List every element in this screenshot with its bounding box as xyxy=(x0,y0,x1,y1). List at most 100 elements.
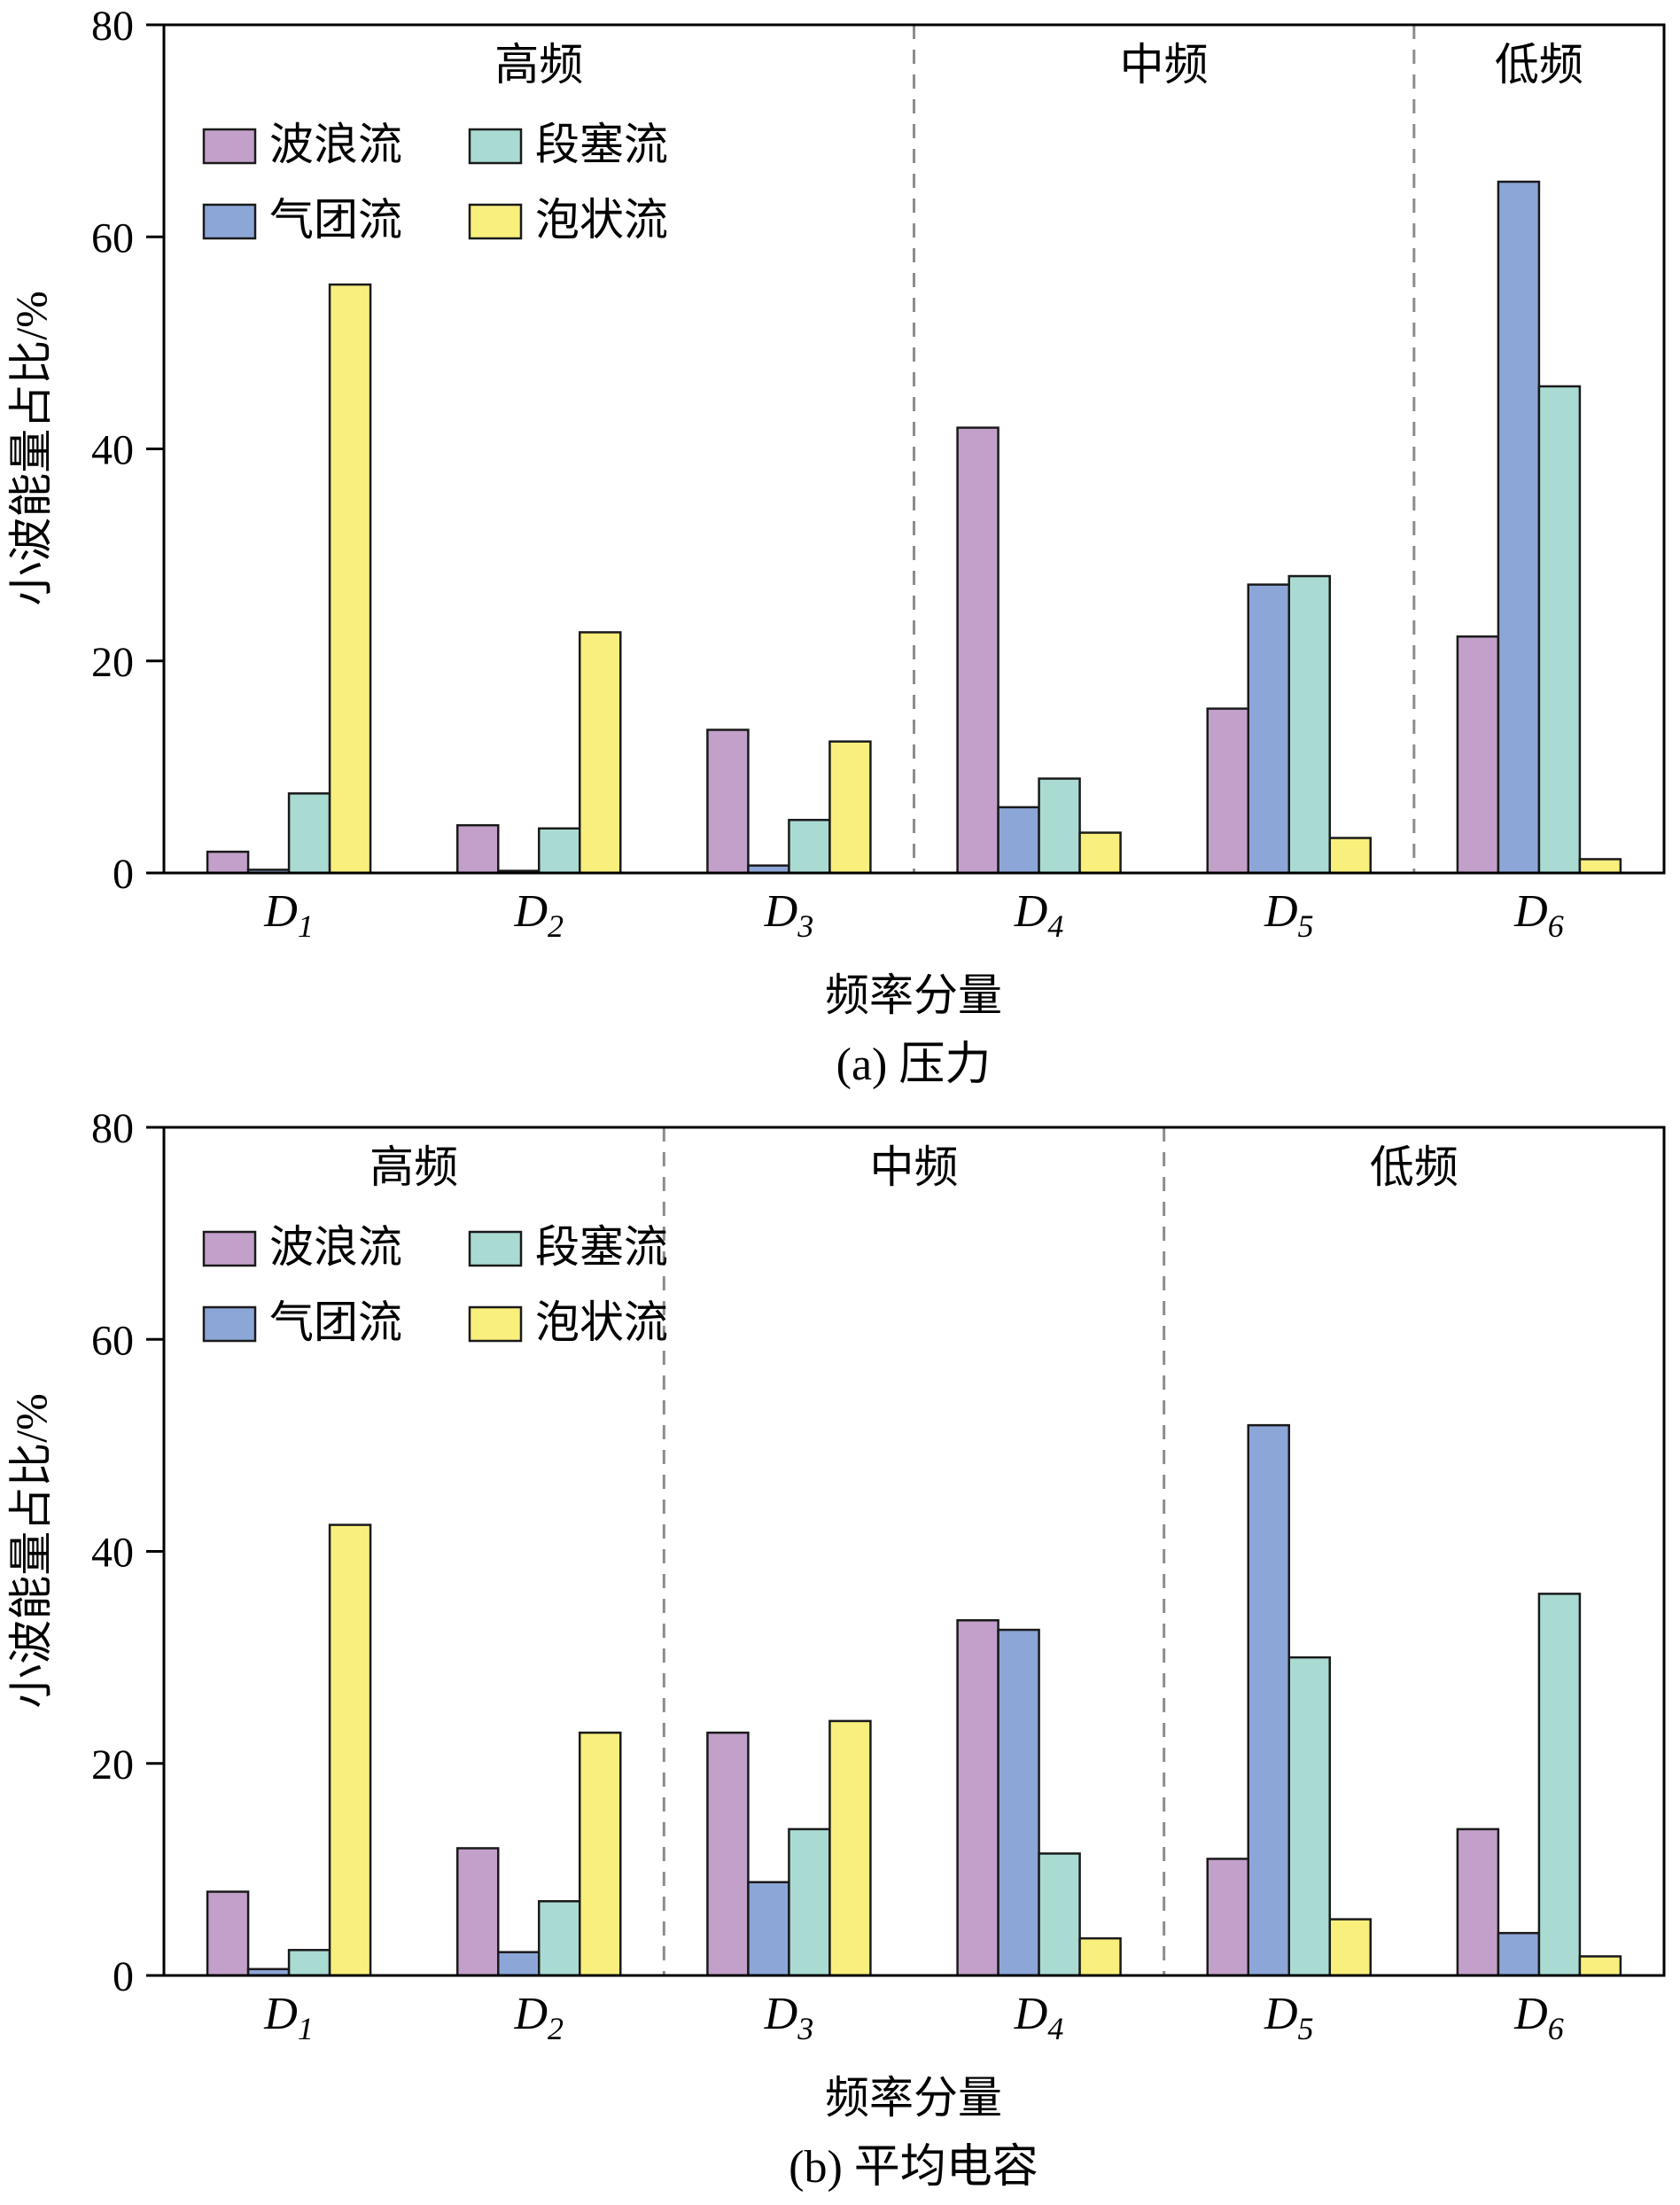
bar-泡状流-D1 xyxy=(328,283,372,875)
bar-波浪流-D3 xyxy=(706,729,750,875)
bar-泡状流-D4 xyxy=(1078,831,1122,875)
bar-泡状流-D1 xyxy=(328,1523,372,1977)
chart-title: (a) 压力 xyxy=(836,1040,992,1090)
bar-波浪流-D2 xyxy=(456,1847,500,1977)
x-category-label: D2 xyxy=(513,1989,564,2046)
bar-波浪流-D1 xyxy=(206,850,250,875)
y-tick-label: 60 xyxy=(91,1317,134,1364)
region-label: 中频 xyxy=(1120,40,1209,90)
bar-波浪流-D4 xyxy=(956,1619,999,1977)
bar-泡状流-D4 xyxy=(1078,1936,1122,1977)
x-category-label: D3 xyxy=(764,1989,814,2046)
legend-label: 段塞流 xyxy=(535,120,668,169)
bar-段塞流-D6 xyxy=(1537,1593,1582,1977)
bar-气团流-D6 xyxy=(1497,180,1541,875)
x-category-label: D3 xyxy=(764,886,814,944)
bar-气团流-D5 xyxy=(1247,1423,1290,1977)
legend-swatch-slug xyxy=(468,1230,523,1267)
bar-段塞流-D1 xyxy=(287,1949,331,1977)
bar-气团流-D4 xyxy=(997,1628,1040,1977)
bar-气团流-D4 xyxy=(997,806,1040,875)
bar-气团流-D5 xyxy=(1247,583,1290,875)
region-label: 高频 xyxy=(369,1142,458,1192)
bar-段塞流-D5 xyxy=(1287,574,1331,875)
bar-段塞流-D2 xyxy=(538,827,581,875)
x-category-label: D1 xyxy=(263,886,314,944)
y-tick-label: 20 xyxy=(91,639,134,686)
legend-label: 气团流 xyxy=(269,1297,402,1347)
bar-段塞流-D4 xyxy=(1038,777,1081,875)
y-tick-label: 40 xyxy=(91,1530,134,1577)
region-label: 低频 xyxy=(1370,1142,1458,1192)
bar-段塞流-D1 xyxy=(287,792,331,875)
y-tick-label: 80 xyxy=(91,3,134,50)
bar-波浪流-D6 xyxy=(1456,1827,1500,1977)
region-label: 中频 xyxy=(870,1142,959,1192)
legend-swatch-bubble xyxy=(468,203,523,240)
x-category-label: D6 xyxy=(1513,886,1564,944)
bar-波浪流-D3 xyxy=(706,1731,750,1977)
bar-段塞流-D2 xyxy=(538,1900,581,1977)
legend-swatch-slug xyxy=(468,128,523,165)
bar-段塞流-D3 xyxy=(788,1827,831,1977)
bar-波浪流-D2 xyxy=(456,823,500,875)
x-category-label: D4 xyxy=(1014,886,1064,944)
bar-气团流-D2 xyxy=(497,1951,541,1977)
bar-泡状流-D3 xyxy=(828,740,872,875)
x-category-label: D6 xyxy=(1513,1989,1564,2046)
y-tick-label: 80 xyxy=(91,1105,134,1152)
x-category-label: D2 xyxy=(513,886,564,944)
y-axis-label: 小波能量占比/% xyxy=(6,1393,56,1709)
y-tick-label: 0 xyxy=(113,1953,134,2000)
x-category-label: D1 xyxy=(263,1989,314,2046)
x-category-label: D5 xyxy=(1264,1989,1314,2046)
x-axis-label: 频率分量 xyxy=(825,2073,1002,2123)
legend-label: 泡状流 xyxy=(535,195,668,245)
bar-泡状流-D6 xyxy=(1578,858,1622,875)
y-tick-label: 0 xyxy=(113,851,134,898)
y-tick-label: 20 xyxy=(91,1741,134,1788)
legend-label: 波浪流 xyxy=(269,120,402,169)
legend-swatch-wave xyxy=(202,1230,257,1267)
bar-泡状流-D5 xyxy=(1328,1918,1372,1977)
bar-段塞流-D5 xyxy=(1287,1656,1331,1977)
legend-label: 泡状流 xyxy=(535,1297,668,1347)
y-tick-label: 60 xyxy=(91,214,134,261)
region-label: 高频 xyxy=(494,40,583,90)
bar-波浪流-D4 xyxy=(956,426,999,875)
legend-swatch-bubble xyxy=(468,1305,523,1343)
y-tick-label: 40 xyxy=(91,427,134,474)
x-category-label: D4 xyxy=(1014,1989,1064,2046)
bar-段塞流-D6 xyxy=(1537,385,1582,875)
bar-波浪流-D1 xyxy=(206,1890,250,1977)
legend-swatch-gas xyxy=(202,203,257,240)
y-axis-label: 小波能量占比/% xyxy=(6,291,56,606)
bar-波浪流-D5 xyxy=(1206,707,1249,875)
bar-泡状流-D6 xyxy=(1578,1955,1622,1977)
bar-气团流-D6 xyxy=(1497,1931,1541,1977)
legend-label: 气团流 xyxy=(269,195,402,245)
bar-泡状流-D3 xyxy=(828,1719,872,1977)
bar-泡状流-D5 xyxy=(1328,837,1372,875)
legend-label: 波浪流 xyxy=(269,1222,402,1272)
bar-段塞流-D3 xyxy=(788,818,831,875)
x-axis-label: 频率分量 xyxy=(825,970,1002,1020)
bar-波浪流-D5 xyxy=(1206,1858,1249,1977)
bar-段塞流-D4 xyxy=(1038,1852,1081,1977)
legend-swatch-gas xyxy=(202,1305,257,1343)
bar-泡状流-D2 xyxy=(579,631,622,875)
bar-气团流-D3 xyxy=(747,1881,790,1977)
legend-swatch-wave xyxy=(202,128,257,165)
region-label: 低频 xyxy=(1495,40,1583,90)
chart-a: 高频 中频 低频 0 20 40 60 80 D1 D2 D3 D4 D5 D6 波浪流 段塞流 气团流 泡状流 … xyxy=(0,0,1680,1102)
chart-title: (b) 平均电容 xyxy=(789,2142,1038,2193)
bar-泡状流-D2 xyxy=(579,1731,622,1977)
chart-b: 高频 中频 低频 0 20 40 60 80 D1 D2 D3 D4 D5 D6 波浪流 段塞流 气团流 泡状流 … xyxy=(0,1102,1680,2205)
bar-波浪流-D6 xyxy=(1456,635,1500,875)
legend-label: 段塞流 xyxy=(535,1222,668,1272)
